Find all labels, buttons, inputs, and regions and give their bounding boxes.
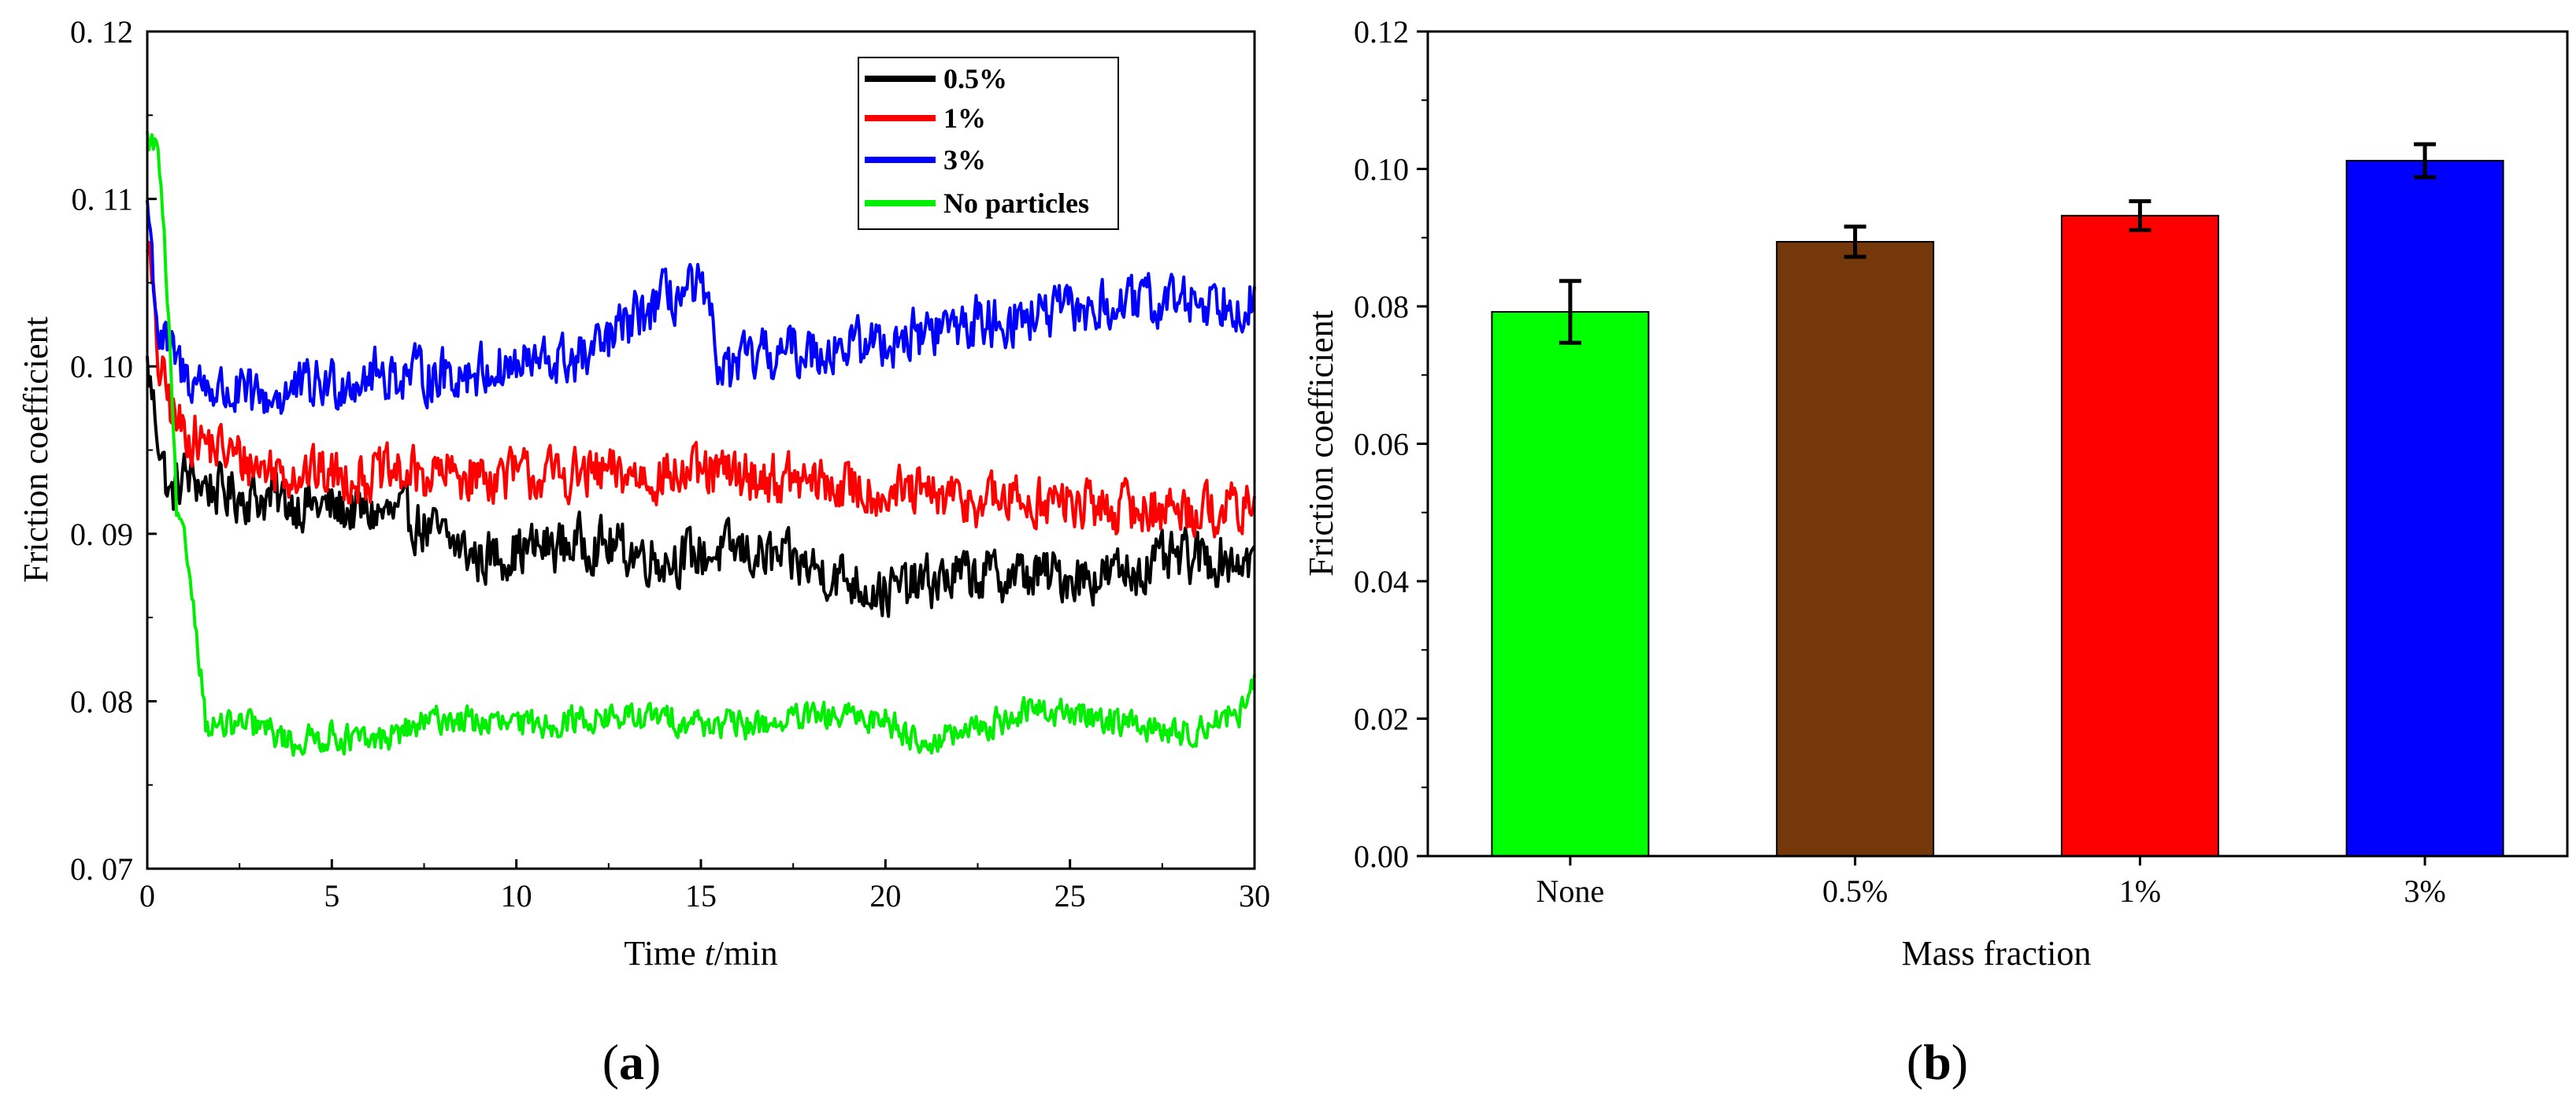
panel-b-y-tick-label: 0.08 bbox=[1354, 289, 1409, 324]
panel-a-x-tick-label: 10 bbox=[501, 878, 532, 914]
panel-b-y-axis-title: Friction coefficient bbox=[1302, 310, 1340, 576]
panel-a-y-tick-label: 0. 07 bbox=[70, 851, 133, 887]
panel-b-y-tick-label: 0.06 bbox=[1354, 427, 1409, 462]
panel-b-error-bar-0-5-percent bbox=[1844, 224, 1866, 259]
panel-b-error-bar-1-percent bbox=[2129, 199, 2152, 232]
panel-a-x-tick-label: 15 bbox=[685, 878, 717, 914]
panel-b-x-tick-label-0-5-percent: 0.5% bbox=[1822, 873, 1888, 909]
panel-b-bar-0-5-percent bbox=[1776, 240, 1935, 857]
panel-a-x-axis-title-suffix: /min bbox=[714, 934, 778, 973]
panel-a-x-axis-title: Time t/min bbox=[624, 934, 777, 973]
panel-b-bar-1-percent bbox=[2060, 214, 2219, 857]
panel-a-y-tick-label: 0. 10 bbox=[70, 349, 133, 384]
panel-a-x-tick-label: 25 bbox=[1054, 878, 1086, 914]
panel-a-x-tick-label: 20 bbox=[869, 878, 901, 914]
panel-b-label-letter: b bbox=[1923, 1034, 1951, 1090]
panel-b-error-bar-none bbox=[1559, 279, 1581, 345]
panel-a-y-tick-label: 0. 12 bbox=[70, 14, 133, 50]
legend-label-1-percent: 1% bbox=[943, 102, 986, 134]
panel-a-y-axis-title: Friction coefficient bbox=[17, 317, 55, 583]
panel-a-axis-ticks: 0 5 10 15 20 25 30 0. 07 0. 08 0. 09 0. 10 0. 11 0. … bbox=[70, 14, 1270, 914]
panel-b-x-tick-label-3-percent: 3% bbox=[2404, 873, 2445, 909]
panel-a-series-line-no-particles bbox=[146, 131, 1256, 757]
panel-a-x-tick-label: 5 bbox=[324, 878, 339, 914]
panel-a-x-tick-label: 30 bbox=[1239, 878, 1270, 914]
panel-b-bars bbox=[1491, 142, 2504, 858]
panel-a-series-line-0-5-percent bbox=[146, 356, 1256, 618]
panel-a-y-tick-label: 0. 08 bbox=[70, 684, 133, 719]
panel-a-x-tick-label: 0 bbox=[139, 878, 155, 914]
panel-a-series-line-1-percent bbox=[146, 240, 1256, 539]
panel-a-x-axis-title-italic: t bbox=[705, 934, 716, 973]
panel-b-y-tick-label: 0.00 bbox=[1354, 839, 1409, 874]
legend-label-3-percent: 3% bbox=[943, 144, 986, 176]
panel-a-line-chart: 0 5 10 15 20 25 30 0. 07 0. 08 0. 09 0. 10 0. 11 0. … bbox=[17, 14, 1270, 1090]
panel-b-y-tick-label: 0.02 bbox=[1354, 702, 1409, 737]
panel-b-bar-3-percent bbox=[2345, 160, 2504, 857]
panel-b-label: (b) bbox=[1907, 1034, 1968, 1090]
panel-a-label-letter: a bbox=[619, 1034, 644, 1090]
panel-a-y-tick-label: 0. 11 bbox=[71, 182, 133, 217]
panel-a-y-tick-label: 0. 09 bbox=[70, 517, 133, 552]
panel-b-x-axis-title: Mass fraction bbox=[1902, 934, 2092, 973]
panel-b-x-tick-label-none: None bbox=[1536, 873, 1605, 909]
panel-a-legend: 0.5% 1% 3% No particles bbox=[858, 57, 1119, 230]
legend-label-no-particles: No particles bbox=[943, 187, 1089, 219]
panel-a-series-line-3-percent bbox=[146, 200, 1256, 415]
panel-b-axis-ticks: 0.00 0.02 0.04 0.06 0.08 0.10 0.12 None 0.5% 1% 3% bbox=[1354, 14, 2446, 909]
legend-label-0-5-percent: 0.5% bbox=[943, 63, 1007, 95]
panel-b-error-bar-3-percent bbox=[2414, 142, 2437, 180]
panel-b-bar-none bbox=[1491, 310, 1650, 858]
panel-b-y-tick-label: 0.12 bbox=[1354, 14, 1409, 50]
panel-b-x-tick-label-1-percent: 1% bbox=[2119, 873, 2161, 909]
panel-a-x-axis-title-prefix: Time bbox=[624, 934, 704, 973]
panel-a-label-close: ) bbox=[644, 1034, 661, 1090]
panel-a-label: (a) bbox=[602, 1034, 662, 1090]
panel-b-y-tick-label: 0.04 bbox=[1354, 564, 1409, 599]
panel-b-label-close: ) bbox=[1951, 1034, 1968, 1090]
panel-b-y-tick-label: 0.10 bbox=[1354, 152, 1409, 187]
panel-b-label-open: ( bbox=[1907, 1034, 1923, 1090]
panel-a-series-lines bbox=[146, 131, 1256, 757]
panel-a-label-open: ( bbox=[602, 1034, 619, 1090]
panel-b-bar-chart: 0.00 0.02 0.04 0.06 0.08 0.10 0.12 None 0.5% 1% 3%… bbox=[1302, 14, 2569, 1090]
